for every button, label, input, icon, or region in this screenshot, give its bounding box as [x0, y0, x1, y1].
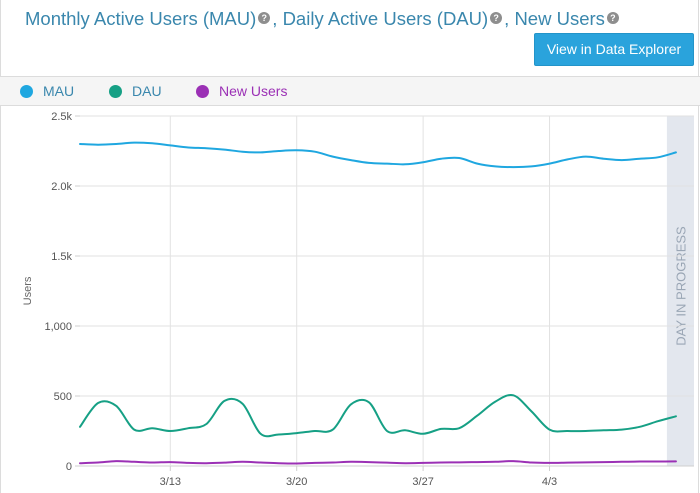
- legend-item-new-users[interactable]: New Users: [196, 83, 287, 99]
- dau-help-icon[interactable]: ?: [490, 12, 503, 24]
- chart-legend: MAU DAU New Users: [0, 76, 700, 106]
- legend-dot-new-users: [196, 85, 209, 98]
- series-line-dau: [79, 393, 677, 438]
- legend-dot-mau: [20, 85, 33, 98]
- title-mau: Monthly Active Users (MAU): [25, 8, 257, 29]
- x-tick-label: 3/27: [412, 476, 433, 488]
- view-in-data-explorer-button[interactable]: View in Data Explorer: [534, 33, 694, 66]
- y-tick-label: 1.5k: [51, 251, 72, 263]
- series-line-new-users: [79, 460, 677, 465]
- x-tick-label: 4/3: [542, 476, 557, 488]
- line-chart: DAY IN PROGRESS 0 500 1,000 1.5k 2.0k 2.5k 3/13…: [22, 111, 694, 488]
- legend-item-mau[interactable]: MAU: [20, 83, 74, 99]
- legend-dot-dau: [109, 85, 122, 98]
- title-new-users: , New Users: [504, 8, 605, 29]
- y-tick-label: 2.0k: [51, 181, 72, 193]
- x-tick-label: 3/20: [286, 476, 307, 488]
- y-tick-label: 500: [54, 391, 72, 403]
- new-users-help-icon[interactable]: ?: [606, 12, 619, 24]
- series-line-mau: [79, 141, 677, 169]
- widget-header: Monthly Active Users (MAU)?, Daily Activ…: [0, 0, 700, 76]
- y-tick-label: 2.5k: [51, 111, 72, 123]
- y-axis-title: Users: [22, 276, 34, 305]
- title-dau: , Daily Active Users (DAU): [272, 8, 489, 29]
- y-tick-label: 0: [66, 461, 72, 473]
- day-in-progress-label: DAY IN PROGRESS: [673, 226, 688, 346]
- legend-item-dau[interactable]: DAU: [109, 83, 162, 99]
- chart-title: Monthly Active Users (MAU)?, Daily Activ…: [25, 8, 621, 30]
- legend-label-dau: DAU: [132, 83, 162, 99]
- y-tick-label: 1,000: [44, 321, 72, 333]
- legend-label-new-users: New Users: [219, 83, 288, 99]
- day-in-progress-band: [666, 116, 694, 466]
- x-tick-label: 3/13: [160, 476, 181, 488]
- mau-help-icon[interactable]: ?: [258, 12, 271, 24]
- legend-label-mau: MAU: [43, 83, 75, 99]
